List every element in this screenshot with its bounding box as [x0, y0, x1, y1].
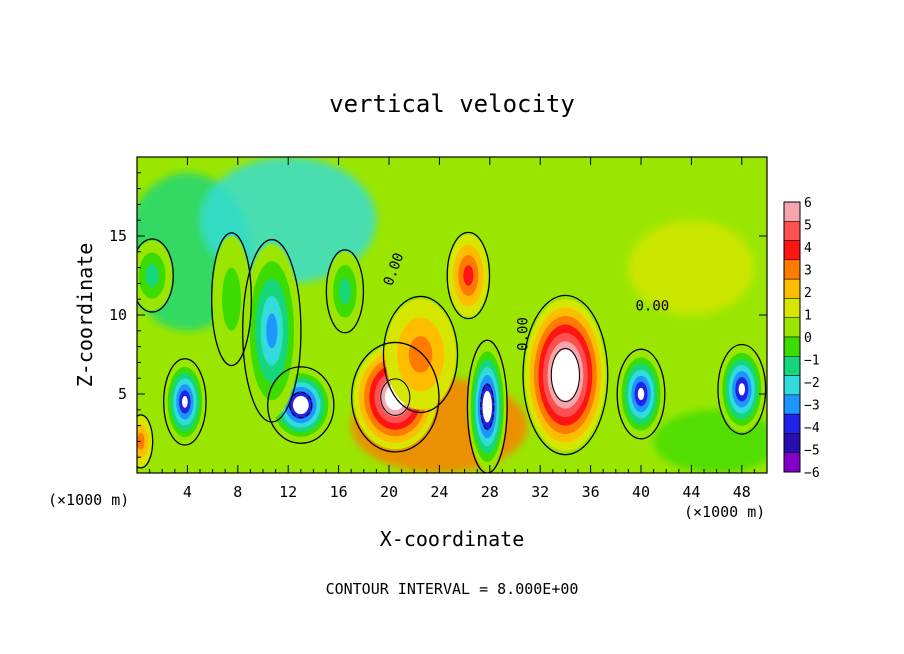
- contour-inner-5: [480, 384, 495, 430]
- x-tick-label-12: 12: [279, 483, 297, 501]
- field-band-5: [653, 409, 767, 473]
- contour-zero-7: [242, 238, 302, 423]
- contour-zero-10: [717, 343, 767, 435]
- downdraft-cell-12: [327, 251, 363, 331]
- colorbar-label-2: 4: [804, 241, 812, 256]
- x-tick-label-40: 40: [632, 483, 650, 501]
- x-tick-label-28: 28: [481, 483, 499, 501]
- colorbar-frame: [783, 201, 801, 473]
- colorbar-label-5: 1: [804, 309, 812, 324]
- contour-inner-1: [550, 347, 581, 403]
- colorbar-label-11: −5: [804, 444, 820, 459]
- contour-zero-2: [446, 231, 491, 320]
- colorbar-swatch-11: [783, 413, 801, 434]
- field-band-2: [389, 157, 641, 284]
- downdraft-cell-6: [269, 368, 333, 442]
- x-axis-label: X-coordinate: [380, 527, 525, 551]
- contour-label-1: 0.00: [516, 317, 532, 351]
- colorbar-swatch-1: [783, 221, 801, 241]
- colorbar-label-1: 5: [804, 219, 812, 234]
- y-axis-label: Z-coordinate: [73, 243, 97, 388]
- x-tick-label-48: 48: [733, 483, 751, 501]
- updraft-cell-1: [525, 299, 606, 451]
- chart-title: vertical velocity: [329, 90, 575, 118]
- y-tick-label-15: 15: [109, 227, 127, 245]
- contour-zero-6: [267, 366, 335, 444]
- contour-inner-0: [380, 378, 411, 416]
- contour-zero-9: [616, 348, 666, 440]
- colorbar-label-3: 3: [804, 264, 812, 279]
- velocity-field: [137, 157, 767, 473]
- colorbar-swatch-9: [783, 375, 801, 396]
- colorbar-swatch-10: [783, 394, 801, 415]
- colorbar-label-7: −1: [804, 354, 820, 369]
- contour-zero-3: [382, 295, 459, 414]
- y-tick-label-10: 10: [109, 306, 127, 324]
- colorbar-swatch-8: [783, 356, 801, 376]
- x-tick-label-24: 24: [430, 483, 448, 501]
- colorbar-label-6: 0: [804, 331, 812, 346]
- updraft-cell-2: [448, 234, 489, 317]
- contour-zero-4: [137, 414, 154, 469]
- contour-zero-13: [211, 232, 252, 367]
- x-tick-label-36: 36: [582, 483, 600, 501]
- downdraft-cell-7: [244, 243, 300, 418]
- colorbar-swatch-2: [783, 240, 801, 261]
- contour-zero-5: [466, 339, 508, 473]
- x-tick-label-32: 32: [531, 483, 549, 501]
- x-axis-ticks: 4 8 12 16 20 24 28 32 36 40 44 48: [149, 157, 755, 501]
- colorbar-swatch-0: [783, 201, 801, 222]
- contour-label-2: 0.00: [635, 298, 669, 314]
- downdraft-cell-11: [137, 240, 173, 311]
- colorbar-swatch-12: [783, 433, 801, 453]
- colorbar-swatch-6: [783, 317, 801, 338]
- colorbar-swatch-3: [783, 259, 801, 280]
- colorbar-label-10: −4: [804, 421, 820, 436]
- colorbar-swatch-4: [783, 278, 801, 299]
- contour-zero-11: [137, 238, 174, 313]
- field-band-3: [628, 220, 755, 315]
- downdraft-cell-13: [212, 236, 251, 363]
- x-tick-label-20: 20: [380, 483, 398, 501]
- downdraft-cell-8: [164, 360, 206, 443]
- contour-zero-1: [522, 294, 609, 456]
- x-tick-label-8: 8: [233, 483, 242, 501]
- downdraft-cell-5: [468, 343, 507, 470]
- contour-interval-footer: CONTOUR INTERVAL = 8.000E+00: [326, 580, 579, 598]
- colorbar-label-0: 6: [804, 196, 812, 211]
- y-tick-label-5: 5: [118, 385, 127, 403]
- updraft-cell-3: [385, 299, 456, 410]
- colorbar-label-12: −6: [804, 466, 820, 481]
- x-tick-label-16: 16: [330, 483, 348, 501]
- field-band-1: [200, 157, 377, 284]
- y-axis-ticks: 5 10 15: [109, 172, 767, 458]
- colorbar-label-9: −3: [804, 399, 820, 414]
- zero-contours: [137, 231, 767, 473]
- x-tick-label-4: 4: [183, 483, 192, 501]
- x-unit-label-left: (×1000 m): [48, 491, 129, 509]
- contour-zero-0: [350, 341, 440, 453]
- x-tick-label-44: 44: [682, 483, 700, 501]
- x-unit-label-right: (×1000 m): [684, 503, 765, 521]
- contour-inner-6: [289, 391, 313, 419]
- colorbar: 6 5 4 3 2 1 0 −1 −2 −3 −4 −5 −6: [783, 196, 820, 481]
- colorbar-label-8: −2: [804, 376, 820, 391]
- downdraft-cell-10: [719, 346, 765, 432]
- colorbar-swatch-7: [783, 336, 801, 357]
- contour-zero-12: [325, 249, 365, 334]
- downdraft-cell-9: [618, 351, 664, 437]
- colorbar-label-4: 2: [804, 286, 812, 301]
- colorbar-swatch-13: [783, 452, 801, 473]
- colorbar-swatch-5: [783, 298, 801, 318]
- contour-zero-8: [163, 358, 207, 446]
- updraft-cell-4: [137, 416, 153, 467]
